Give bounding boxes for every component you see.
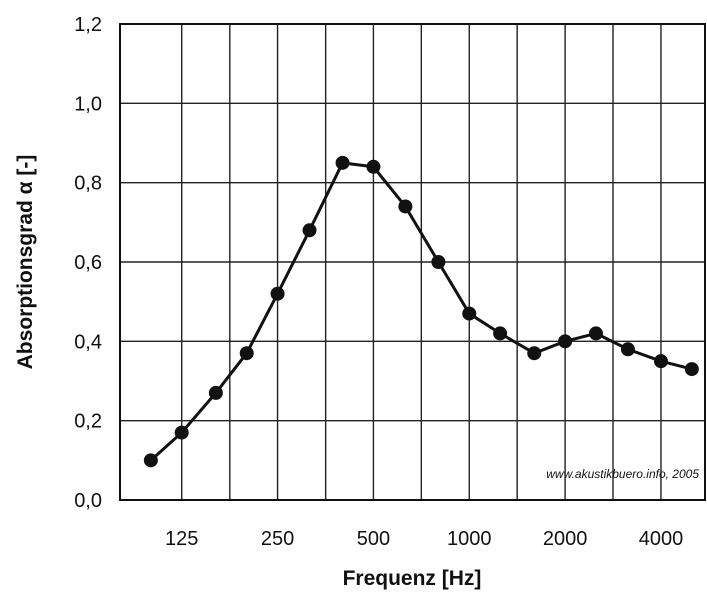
data-point xyxy=(588,326,603,341)
chart-annotation: www.akustikbuero.info, 2005 xyxy=(546,467,699,481)
y-axis-title: Absorptionsgrad α [-] xyxy=(14,155,37,370)
data-point xyxy=(527,346,542,361)
data-point xyxy=(462,306,477,321)
data-point xyxy=(684,362,699,377)
data-point xyxy=(620,342,635,357)
plot-frame xyxy=(119,23,706,501)
x-tick-label: 4000 xyxy=(639,528,684,550)
y-tick-label: 1,0 xyxy=(74,93,102,115)
data-point xyxy=(335,155,350,170)
data-point xyxy=(431,255,446,269)
grid-lines xyxy=(120,23,705,501)
data-point xyxy=(366,159,381,174)
y-tick-label: 0,0 xyxy=(74,490,102,512)
data-point xyxy=(270,286,285,301)
series-group xyxy=(143,155,699,468)
y-tick-label: 0,8 xyxy=(74,173,102,195)
y-tick-label: 0,4 xyxy=(74,331,102,353)
data-point xyxy=(653,354,668,369)
x-tick-label: 500 xyxy=(357,528,390,550)
y-tick-label: 1,2 xyxy=(74,14,102,36)
data-point xyxy=(208,385,223,400)
y-tick-label: 0,6 xyxy=(74,252,102,274)
x-tick-labels: 125 250 500 1000 2000 4000 xyxy=(165,528,683,550)
data-point xyxy=(558,334,573,349)
data-point xyxy=(302,223,317,238)
data-point xyxy=(493,326,508,341)
data-point xyxy=(174,425,189,440)
data-point xyxy=(143,453,158,468)
y-tick-label: 0,2 xyxy=(74,411,102,433)
x-tick-label: 125 xyxy=(165,528,198,550)
x-tick-label: 2000 xyxy=(543,528,588,550)
data-point xyxy=(239,346,254,361)
x-axis-title: Frequenz [Hz] xyxy=(343,567,482,590)
data-point xyxy=(398,199,413,214)
y-tick-labels: 0,0 0,2 0,4 0,6 0,8 1,0 1,2 xyxy=(74,14,102,512)
x-tick-label: 1000 xyxy=(447,528,492,550)
x-tick-label: 250 xyxy=(261,528,294,550)
